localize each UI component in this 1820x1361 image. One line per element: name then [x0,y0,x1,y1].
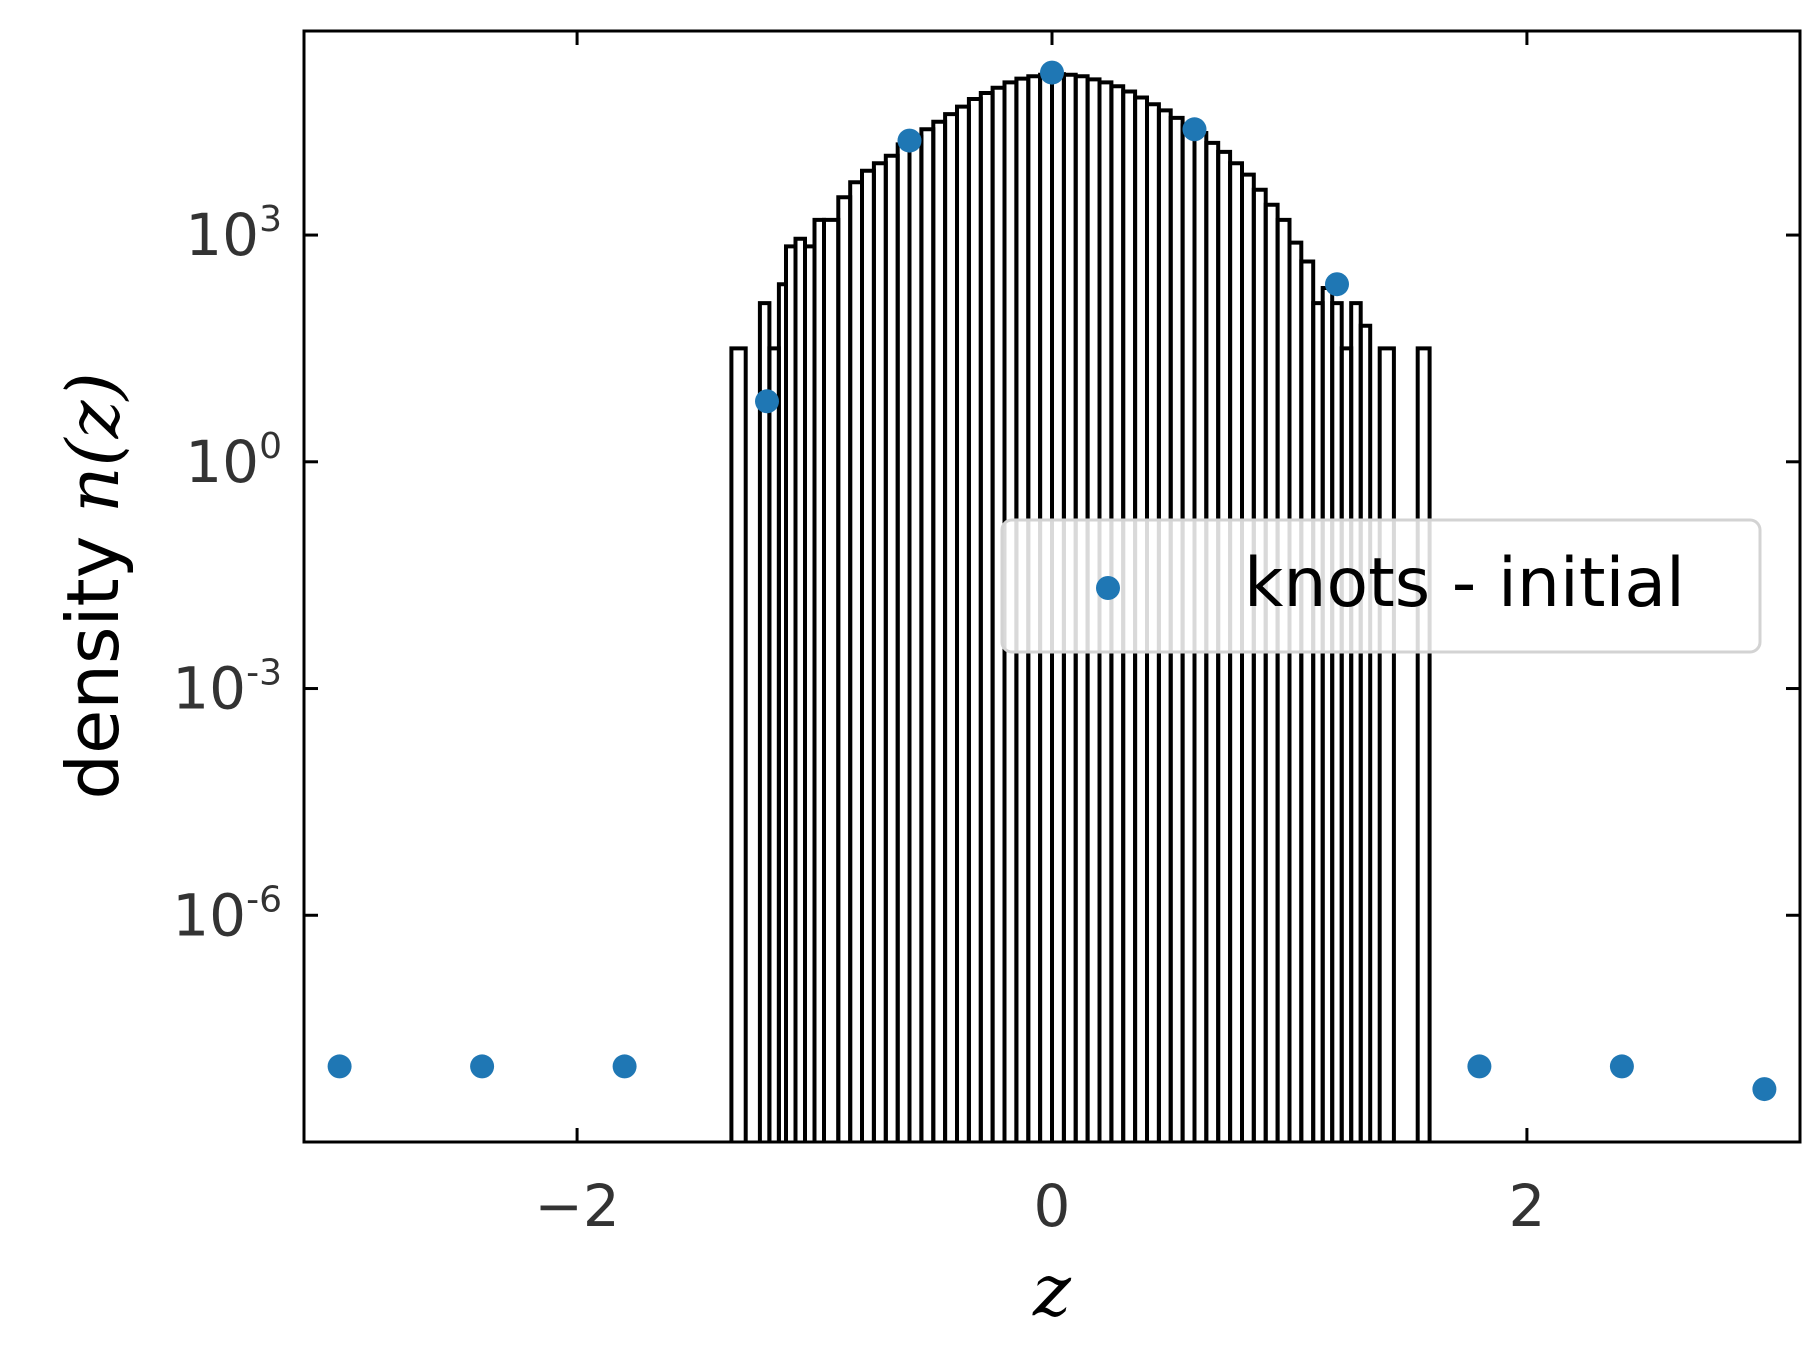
knot-point [470,1054,495,1079]
knot-point [1040,60,1064,85]
knot-point [612,1054,637,1079]
y-tick-label: 103 [185,199,282,269]
histogram-bar [729,346,748,1142]
ticks-layer: −2 0 2 103 100 10-3 10-6 [172,31,1800,1240]
y-axis-label-text: density [51,513,135,800]
legend: knots - initial [1000,518,1762,654]
knots-layer [327,60,1777,1102]
knot-point [755,389,779,414]
y-axis-label: density n(z) [51,372,135,799]
knot-point [1325,272,1349,297]
y-tick-label: 10-3 [172,653,282,723]
legend-label: knots - initial [1244,544,1685,623]
knot-point [1609,1054,1634,1079]
knot-point [1467,1054,1492,1079]
y-tick-label: 100 [185,426,282,496]
knot-point [1752,1077,1777,1102]
knot-point [327,1054,352,1079]
knot-point [1182,117,1207,142]
histogram-bar [1415,346,1432,1142]
x-tick-label: 0 [1034,1172,1071,1240]
x-tick-label: −2 [534,1172,620,1240]
y-axis-label-symbol: n(z) [51,372,135,512]
legend-box [1000,518,1762,654]
x-tick-label: 2 [1508,1172,1545,1240]
x-axis-label: z [1032,1248,1072,1332]
legend-marker [1096,576,1120,600]
histogram-bar [1358,323,1373,1142]
knot-point [897,128,922,153]
histogram-bar [1377,346,1396,1142]
y-tick-label: 10-6 [172,879,282,949]
